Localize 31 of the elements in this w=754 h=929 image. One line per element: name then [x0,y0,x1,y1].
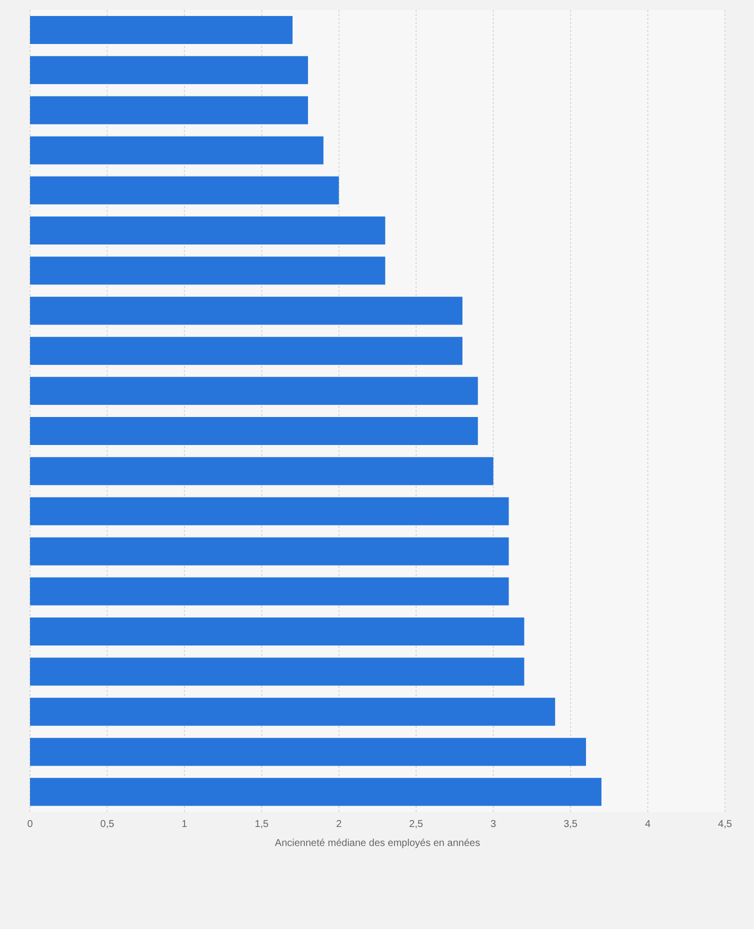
bar [30,16,293,44]
bar [30,417,478,446]
bar [30,176,339,204]
x-tick-label: 1,5 [254,819,270,830]
bar [30,497,509,526]
bar [30,56,308,84]
bar [30,658,524,686]
bar [30,136,324,164]
bar [30,376,478,405]
x-tick-label: 1 [182,819,188,830]
x-tick-label: 3 [490,819,497,830]
x-tick-label: 3,5 [564,819,578,830]
bar [30,738,586,766]
x-axis-title: Ancienneté médiane des employés en années [274,838,482,849]
bar [30,296,462,325]
bar [30,698,556,726]
x-tick-label: 2 [336,819,342,830]
bar [30,336,462,365]
bar [30,256,386,285]
bar [30,216,386,245]
bar [30,96,308,124]
bar [30,537,509,566]
bar [30,457,494,486]
bar [30,577,509,606]
bar [30,778,602,806]
bar [30,618,524,646]
x-tick-label: 0,5 [100,819,115,830]
x-tick-label: 0 [27,819,34,830]
x-tick-label: 4,5 [718,819,732,830]
x-tick-label: 4 [644,819,651,830]
x-tick-label: 2,5 [409,819,424,830]
